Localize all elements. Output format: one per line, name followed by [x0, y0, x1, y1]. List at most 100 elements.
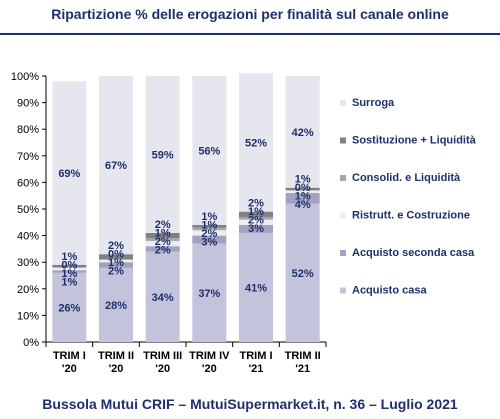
data-label: 3% [201, 236, 217, 248]
data-label: 2% [155, 244, 171, 256]
legend-swatch [340, 250, 346, 256]
data-label: 34% [152, 292, 174, 304]
y-tick-label: 0% [23, 337, 39, 349]
data-label: 56% [198, 145, 220, 157]
legend-swatch [340, 287, 346, 294]
bar-segment [99, 259, 133, 263]
y-tick-label: 30% [17, 257, 39, 269]
bar-segment [239, 211, 273, 217]
x-tick-label: '20 [202, 363, 217, 375]
bar-segment [239, 224, 273, 233]
data-label: 67% [105, 160, 127, 172]
bar-segment [239, 219, 273, 225]
bar-segment [145, 232, 180, 239]
data-label: 2% [155, 236, 171, 248]
legend-label: Ristrutt. e Costruzione [352, 210, 470, 222]
data-label: 69% [58, 168, 80, 180]
data-label: 52% [245, 138, 267, 150]
y-axis: 0% 10% 20% 30% 40% 50% 60% 70% 80% 90% 100% [11, 71, 327, 349]
bar-segment [192, 227, 227, 231]
bar-segment [145, 76, 180, 233]
legend: Surroga Sostituzione + Liquidità Consolid.… [340, 97, 477, 297]
data-label: 2% [108, 266, 124, 278]
legend-label: Acquisto casa [352, 285, 427, 297]
y-tick-label: 40% [17, 231, 39, 243]
data-label: 2% [155, 219, 171, 231]
legend-swatch [340, 100, 346, 106]
x-tick-label: TRIM I [53, 350, 86, 362]
bar-segment [239, 232, 273, 342]
data-label: 59% [152, 149, 174, 161]
legend-label: Acquisto seconda casa [352, 247, 475, 259]
x-tick-label: TRIM IV [189, 350, 230, 362]
data-label: 1% [155, 227, 171, 239]
data-label: 2% [201, 228, 217, 240]
legend-swatch [340, 137, 346, 144]
y-tick-label: 20% [17, 284, 39, 296]
data-label: 41% [245, 282, 267, 294]
bar-segment [285, 203, 320, 342]
data-label: 1% [201, 219, 217, 231]
bar-segment [285, 76, 320, 188]
legend-label: Sostituzione + Liquidità [352, 135, 477, 147]
data-label: 1% [295, 191, 311, 203]
bar-segment [99, 267, 133, 342]
bar-segment [192, 235, 227, 244]
legend-label: Consolid. e Liquidità [352, 172, 461, 184]
legend-swatch [340, 175, 346, 181]
bar-segment [99, 76, 133, 255]
bar-segment [52, 81, 87, 265]
bar-segment [192, 224, 227, 228]
bar-segment [145, 238, 180, 241]
data-label: 4% [295, 199, 311, 211]
bar-segment [192, 243, 227, 342]
stacked-bar-chart: 0% 10% 20% 30% 40% 50% 60% 70% 80% 90% 100% 26% 69%… [11, 71, 477, 375]
data-label: 1% [201, 211, 217, 223]
data-label: 0% [61, 259, 77, 271]
title-divider [0, 33, 500, 35]
x-tick-label: TRIM II [285, 350, 321, 362]
bar-segment [52, 267, 87, 271]
bar-segment [145, 251, 180, 342]
bar-segment [192, 76, 227, 225]
data-label: 37% [198, 288, 220, 300]
data-label: 2% [248, 198, 264, 210]
data-label: 0% [295, 182, 311, 194]
data-label: 2% [108, 240, 124, 252]
x-tick-label: '21 [249, 363, 264, 375]
data-label: 52% [292, 268, 314, 280]
data-label: 1% [61, 251, 77, 263]
y-tick-label: 50% [17, 204, 39, 216]
y-tick-label: 70% [17, 151, 39, 163]
data-label: 28% [105, 300, 127, 312]
data-label: 2% [248, 215, 264, 227]
bar-segment [239, 216, 273, 220]
y-tick-label: 80% [17, 124, 39, 136]
bar-stacks [52, 73, 320, 342]
bar-segment [145, 246, 180, 252]
data-label: 3% [248, 223, 264, 235]
bar-segment [52, 270, 87, 273]
source-footer: Bussola Mutui CRIF – MutuiSupermarket.it… [42, 396, 458, 412]
data-label: 1% [248, 206, 264, 218]
x-tick-label: TRIM II [98, 350, 134, 362]
bar-segment [285, 193, 320, 204]
data-labels: 26%69%1%0%1%1%28%67%2%0%1%2%34%59%2%1%2%… [58, 127, 314, 315]
data-label: 26% [58, 302, 80, 314]
x-tick-label: '21 [295, 363, 310, 375]
data-label: 42% [292, 127, 314, 139]
x-tick-label: TRIM I [240, 350, 273, 362]
y-tick-label: 100% [11, 71, 39, 83]
data-label: 1% [61, 276, 77, 288]
y-tick-label: 10% [17, 310, 39, 322]
data-label: 1% [108, 257, 124, 269]
bar-segment [99, 254, 133, 260]
chart-title: Ripartizione % delle erogazioni per fina… [51, 6, 449, 22]
data-label: 1% [295, 174, 311, 186]
bar-segment [285, 190, 320, 194]
legend-label: Surroga [352, 97, 395, 109]
y-tick-label: 60% [17, 177, 39, 189]
bar-segment [239, 73, 273, 212]
bar-segment [99, 262, 133, 268]
